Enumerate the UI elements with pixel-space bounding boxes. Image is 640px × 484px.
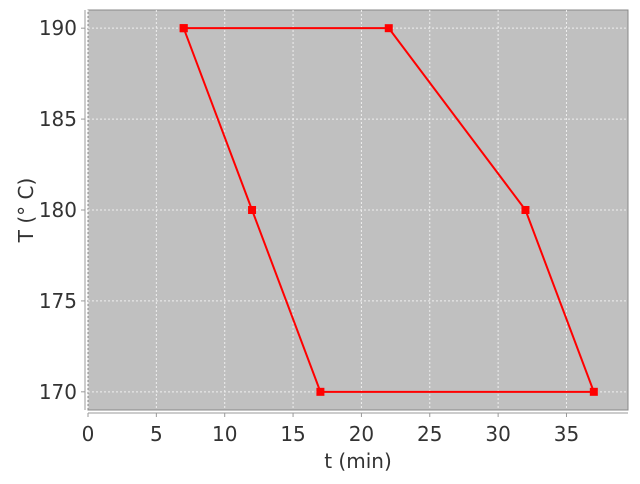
x-tick-label: 0 <box>82 422 95 446</box>
x-axis-label: t (min) <box>324 449 392 473</box>
x-tick-label: 10 <box>212 422 237 446</box>
y-tick-label: 170 <box>39 380 77 404</box>
data-point <box>589 387 598 396</box>
x-tick-label: 5 <box>150 422 163 446</box>
data-point <box>521 206 530 214</box>
data-point <box>248 206 257 214</box>
y-axis-label: T (° C) <box>14 178 38 244</box>
x-tick-label: 15 <box>280 422 305 446</box>
x-tick-label: 20 <box>349 422 374 446</box>
x-tick-label: 30 <box>485 422 510 446</box>
data-point <box>384 24 393 33</box>
data-point <box>316 387 325 396</box>
x-tick-label: 25 <box>417 422 442 446</box>
y-tick-label: 180 <box>39 198 77 222</box>
x-tick-label: 35 <box>554 422 579 446</box>
y-tick-label: 175 <box>39 289 77 313</box>
y-tick-label: 190 <box>39 16 77 40</box>
data-point <box>179 24 188 33</box>
y-tick-label: 185 <box>39 107 77 131</box>
